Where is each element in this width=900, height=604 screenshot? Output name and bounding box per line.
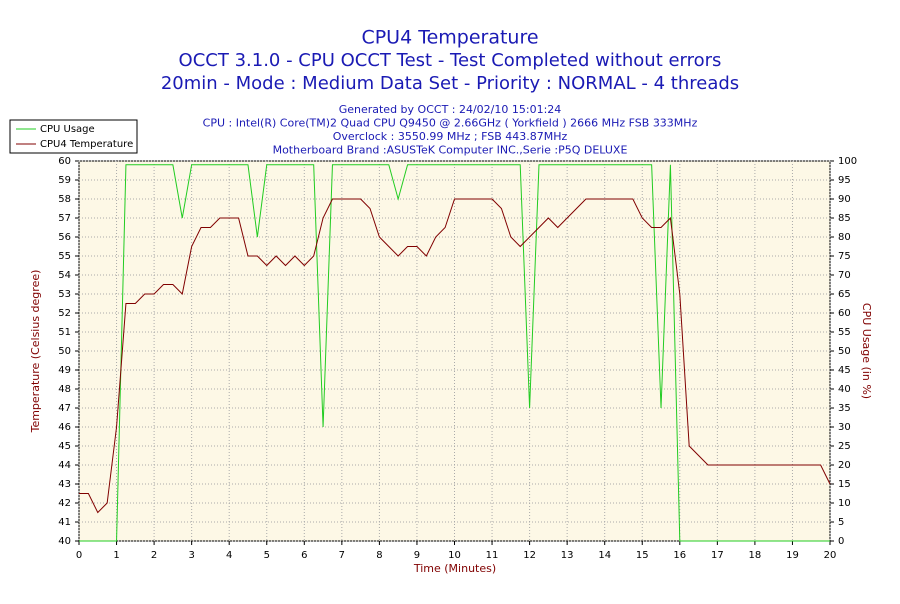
y2-tick-label: 60 <box>838 308 851 319</box>
y2-tick-label: 70 <box>838 270 851 281</box>
y-tick-label: 42 <box>58 498 71 509</box>
y2-tick-label: 85 <box>838 213 851 224</box>
y-tick-label: 43 <box>58 479 71 490</box>
y-tick-label: 46 <box>58 422 71 433</box>
x-tick-label: 8 <box>376 550 382 561</box>
x-tick-label: 15 <box>636 550 649 561</box>
x-tick-label: 9 <box>414 550 420 561</box>
y2-tick-label: 0 <box>838 536 844 547</box>
y2-tick-label: 35 <box>838 403 851 414</box>
legend-label: CPU Usage <box>40 124 95 135</box>
x-tick-label: 4 <box>226 550 232 561</box>
y-tick-label: 58 <box>58 194 71 205</box>
y-tick-label: 60 <box>58 156 71 167</box>
info-line: Overclock : 3550.99 MHz ; FSB 443.87MHz <box>333 130 568 143</box>
y-tick-label: 52 <box>58 308 71 319</box>
y-tick-label: 50 <box>58 346 71 357</box>
y2-tick-label: 25 <box>838 441 851 452</box>
y-tick-label: 44 <box>58 460 71 471</box>
info-line: CPU : Intel(R) Core(TM)2 Quad CPU Q9450 … <box>203 117 698 130</box>
legend <box>9 119 138 154</box>
chart-subtitle: 20min - Mode : Medium Data Set - Priorit… <box>161 73 739 94</box>
y-tick-label: 51 <box>58 327 71 338</box>
y-tick-label: 45 <box>58 441 71 452</box>
x-tick-label: 11 <box>486 550 499 561</box>
x-tick-label: 13 <box>561 550 574 561</box>
y2-tick-label: 40 <box>838 384 851 395</box>
y-tick-label: 57 <box>58 213 71 224</box>
x-axis-label: Time (Minutes) <box>413 562 496 575</box>
x-tick-label: 1 <box>113 550 119 561</box>
x-tick-label: 2 <box>151 550 157 561</box>
y2-tick-label: 20 <box>838 460 851 471</box>
y2-tick-label: 65 <box>838 289 851 300</box>
x-tick-label: 14 <box>598 550 611 561</box>
y-tick-label: 48 <box>58 384 71 395</box>
y2-tick-label: 100 <box>838 156 857 167</box>
info-line: Motherboard Brand :ASUSTeK Computer INC.… <box>273 144 628 157</box>
chart-title: CPU4 Temperature <box>361 27 538 49</box>
x-tick-label: 10 <box>448 550 461 561</box>
series-line <box>79 198 831 514</box>
series-line <box>79 164 830 542</box>
y2-axis-label: CPU Usage (in %) <box>860 303 873 399</box>
chart-subtitle: OCCT 3.1.0 - CPU OCCT Test - Test Comple… <box>179 50 722 71</box>
y2-tick-label: 95 <box>838 175 851 186</box>
y2-tick-label: 15 <box>838 479 851 490</box>
info-line: Generated by OCCT : 24/02/10 15:01:24 <box>339 103 562 116</box>
y2-tick-label: 90 <box>838 194 851 205</box>
y-tick-label: 53 <box>58 289 71 300</box>
y-tick-label: 56 <box>58 232 71 243</box>
legend-label: CPU4 Temperature <box>40 139 133 150</box>
x-tick-label: 17 <box>711 550 724 561</box>
x-tick-label: 16 <box>673 550 686 561</box>
y2-tick-label: 55 <box>838 327 851 338</box>
y2-tick-label: 45 <box>838 365 851 376</box>
x-tick-label: 18 <box>749 550 762 561</box>
x-tick-label: 20 <box>824 550 837 561</box>
x-tick-label: 5 <box>264 550 270 561</box>
y-tick-label: 55 <box>58 251 71 262</box>
y2-tick-label: 80 <box>838 232 851 243</box>
x-tick-label: 7 <box>339 550 345 561</box>
x-tick-label: 6 <box>301 550 307 561</box>
y-tick-label: 54 <box>58 270 71 281</box>
x-tick-label: 0 <box>76 550 82 561</box>
x-tick-label: 19 <box>786 550 799 561</box>
y-tick-label: 59 <box>58 175 71 186</box>
y2-tick-label: 50 <box>838 346 851 357</box>
y2-tick-label: 75 <box>838 251 851 262</box>
y2-tick-label: 30 <box>838 422 851 433</box>
y-tick-label: 40 <box>58 536 71 547</box>
x-tick-label: 3 <box>188 550 194 561</box>
y-axis-label: Temperature (Celsius degree) <box>29 270 42 434</box>
y-tick-label: 49 <box>58 365 71 376</box>
y-tick-label: 47 <box>58 403 71 414</box>
y2-tick-label: 5 <box>838 517 844 528</box>
y-tick-label: 41 <box>58 517 71 528</box>
y2-tick-label: 10 <box>838 498 851 509</box>
x-tick-label: 12 <box>523 550 536 561</box>
